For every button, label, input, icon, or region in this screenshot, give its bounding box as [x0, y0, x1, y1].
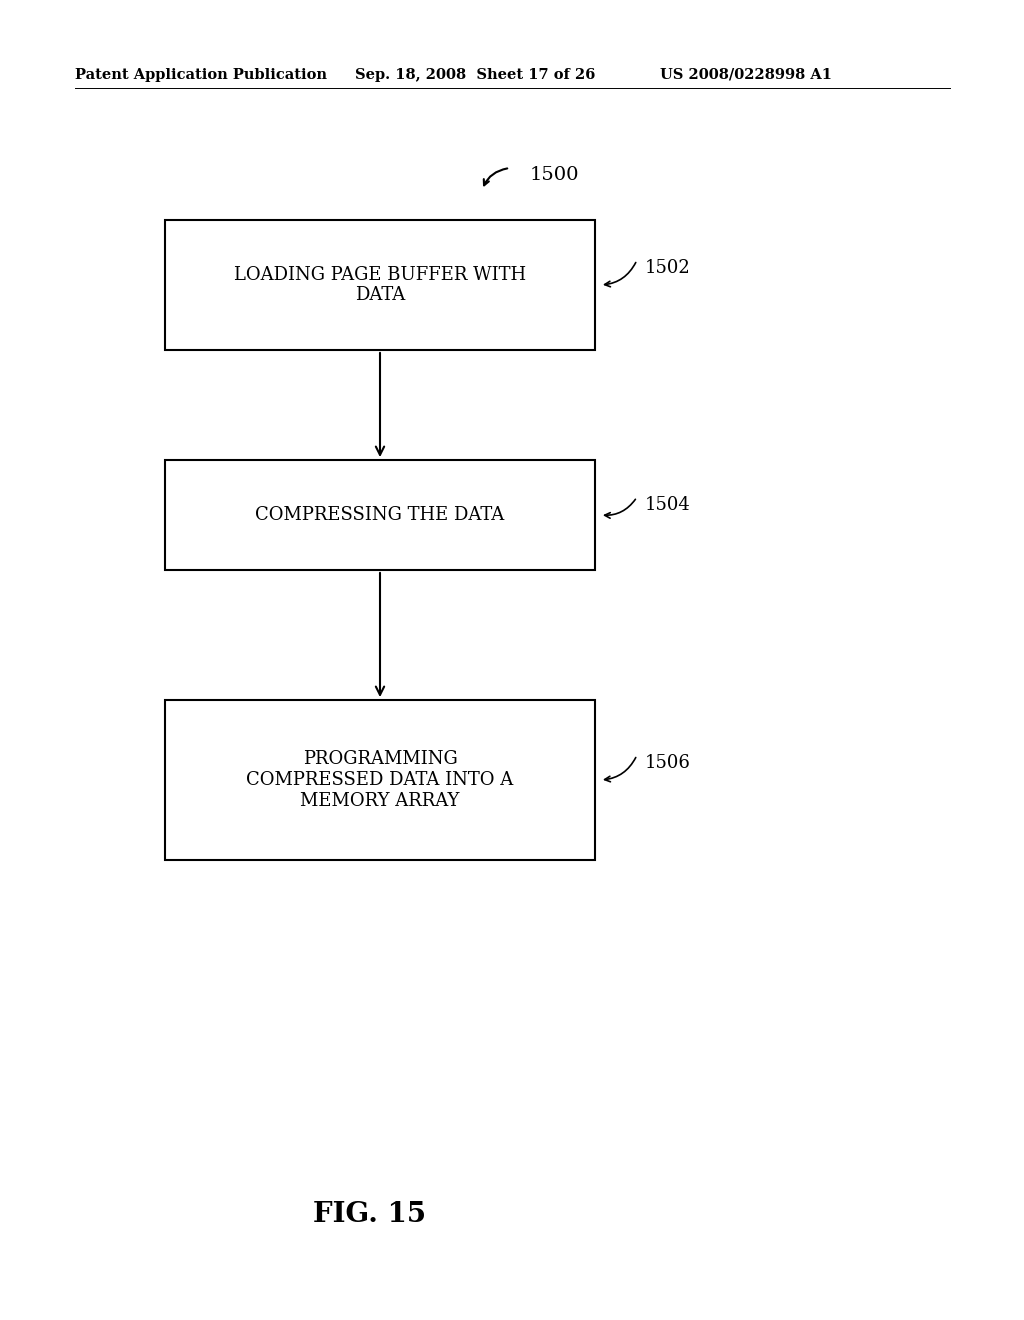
Bar: [165, 220, 595, 350]
Text: LOADING PAGE BUFFER WITH
DATA: LOADING PAGE BUFFER WITH DATA: [233, 265, 526, 305]
Text: PROGRAMMING
COMPRESSED DATA INTO A
MEMORY ARRAY: PROGRAMMING COMPRESSED DATA INTO A MEMOR…: [247, 750, 514, 809]
Text: Sep. 18, 2008  Sheet 17 of 26: Sep. 18, 2008 Sheet 17 of 26: [355, 69, 595, 82]
Text: 1504: 1504: [645, 496, 691, 513]
Text: 1502: 1502: [645, 259, 691, 277]
Text: 1500: 1500: [530, 166, 580, 183]
Text: 1506: 1506: [645, 754, 691, 772]
Text: US 2008/0228998 A1: US 2008/0228998 A1: [660, 69, 831, 82]
Text: FIG. 15: FIG. 15: [313, 1201, 427, 1229]
Text: COMPRESSING THE DATA: COMPRESSING THE DATA: [255, 506, 505, 524]
Bar: [165, 459, 595, 570]
Bar: [165, 700, 595, 861]
Text: Patent Application Publication: Patent Application Publication: [75, 69, 327, 82]
